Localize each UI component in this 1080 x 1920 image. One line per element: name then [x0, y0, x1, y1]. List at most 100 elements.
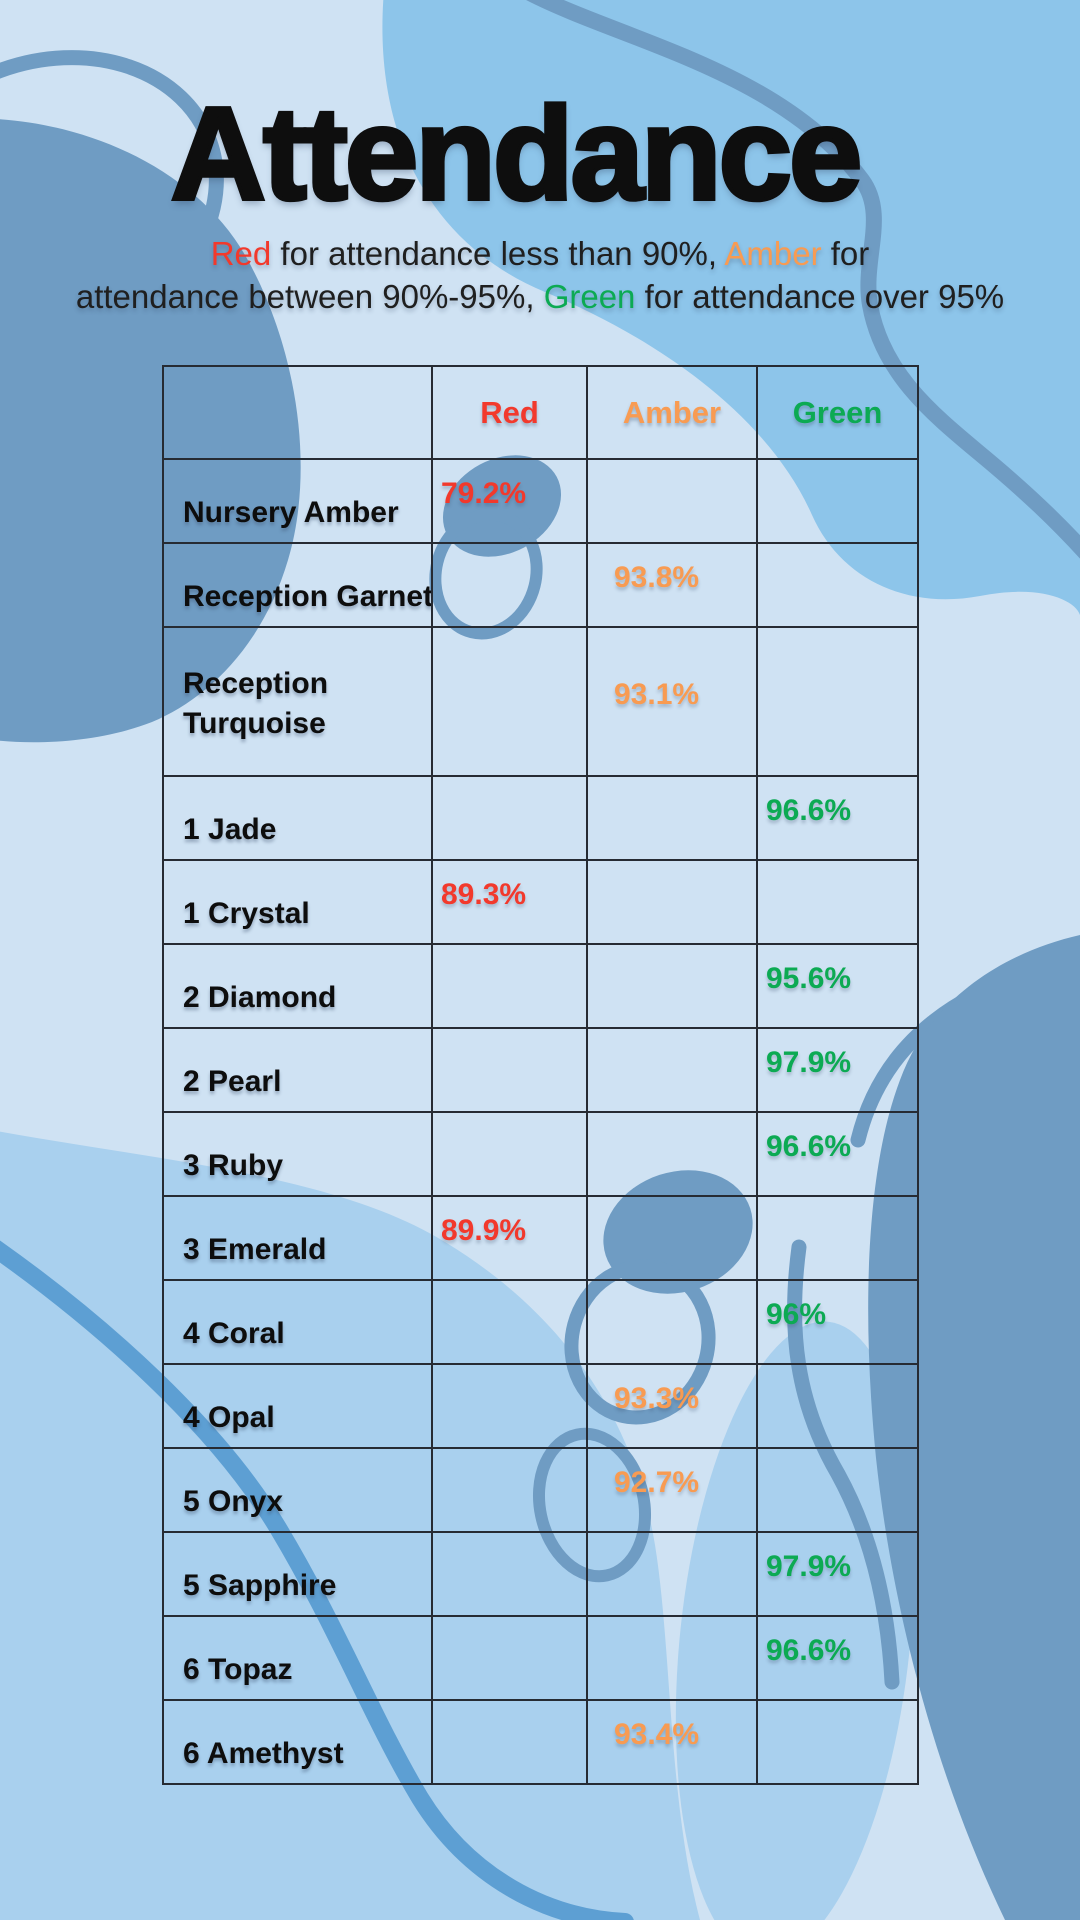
attendance-value: 93.4%: [614, 1718, 700, 1751]
decorative-blob-top-right: [382, 0, 1080, 615]
value-cell-amber: 93.4%: [588, 1701, 758, 1785]
value-cell-green: [758, 1365, 919, 1449]
value-cell-amber: 92.7%: [588, 1449, 758, 1533]
page-title-text: Attendance: [169, 80, 865, 227]
value-cell-green: 96%: [758, 1281, 919, 1365]
value-cell-green: [758, 861, 919, 945]
row-label-cell: 5 Sapphire: [164, 1533, 433, 1617]
decorative-blob-left: [0, 119, 301, 743]
value-cell-amber: [588, 1533, 758, 1617]
value-cell-red: [433, 1617, 588, 1701]
value-cell-green: [758, 628, 919, 777]
row-label-cell: 2 Pearl: [164, 1029, 433, 1113]
attendance-value: 93.3%: [614, 1382, 700, 1415]
value-cell-amber: [588, 1197, 758, 1281]
value-cell-green: [758, 544, 919, 628]
value-cell-green: 97.9%: [758, 1029, 919, 1113]
value-cell-amber: 93.3%: [588, 1365, 758, 1449]
value-cell-red: [433, 945, 588, 1029]
row-label-cell: 5 Onyx: [164, 1449, 433, 1533]
row-label-cell: 1 Crystal: [164, 861, 433, 945]
decorative-squiggle-top: [526, 0, 1080, 559]
row-label-cell: Reception Turquoise: [164, 628, 433, 777]
decorative-blob-right: [868, 935, 1080, 1920]
value-cell-green: 96.6%: [758, 1113, 919, 1197]
row-label-cell: 6 Amethyst: [164, 1701, 433, 1785]
value-cell-red: [433, 1281, 588, 1365]
row-label-cell: 3 Emerald: [164, 1197, 433, 1281]
decorative-blob-bottom-left: [0, 1131, 700, 1920]
value-cell-red: [433, 1365, 588, 1449]
value-cell-red: [433, 1449, 588, 1533]
subtitle-segment: attendance between 90%-95%,: [75, 278, 544, 315]
row-label-cell: 3 Ruby: [164, 1113, 433, 1197]
table-corner-cell: [164, 367, 433, 460]
value-cell-green: 95.6%: [758, 945, 919, 1029]
value-cell-green: [758, 1701, 919, 1785]
value-cell-green: 96.6%: [758, 1617, 919, 1701]
value-cell-amber: [588, 945, 758, 1029]
attendance-value: 93.1%: [614, 677, 700, 711]
value-cell-green: [758, 1449, 919, 1533]
decorative-ellipse-bottom-center: [675, 1321, 915, 1920]
attendance-value: 97.9%: [766, 1046, 852, 1079]
subtitle-segment: for attendance less than 90%,: [271, 235, 725, 272]
value-cell-red: 89.3%: [433, 861, 588, 945]
column-header-green: Green: [758, 367, 919, 460]
attendance-value: 96.6%: [766, 794, 852, 827]
row-label-cell: Reception Garnet: [164, 544, 433, 628]
value-cell-green: [758, 460, 919, 544]
row-label-cell: 6 Topaz: [164, 1617, 433, 1701]
value-cell-red: [433, 544, 588, 628]
subtitle-segment: Green: [543, 278, 636, 315]
value-cell-red: [433, 1533, 588, 1617]
value-cell-amber: [588, 460, 758, 544]
page-title: Attendance: [0, 86, 1080, 222]
value-cell-amber: [588, 861, 758, 945]
attendance-value: 96%: [766, 1298, 827, 1331]
attendance-value: 79.2%: [441, 477, 527, 510]
subtitle-segment: Red: [210, 235, 272, 272]
attendance-value: 96.6%: [766, 1634, 852, 1667]
decorative-squiggle-right: [787, 1239, 900, 1690]
subtitle-segment: Amber: [724, 235, 822, 272]
value-cell-red: 79.2%: [433, 460, 588, 544]
attendance-value: 97.9%: [766, 1550, 852, 1583]
decorative-ring-small: [429, 508, 543, 640]
decorative-ring-center: [564, 1259, 716, 1425]
subtitle-segment: for attendance over 95%: [635, 278, 1005, 315]
value-cell-amber: [588, 1029, 758, 1113]
decorative-ring-lower: [532, 1427, 652, 1583]
value-cell-red: [433, 1029, 588, 1113]
value-cell-red: [433, 777, 588, 861]
value-cell-amber: [588, 1281, 758, 1365]
value-cell-amber: 93.8%: [588, 544, 758, 628]
value-cell-green: 96.6%: [758, 777, 919, 861]
value-cell-green: 97.9%: [758, 1533, 919, 1617]
subtitle-legend: Red for attendance less than 90%, Amber …: [0, 232, 1080, 318]
row-label-cell: 1 Jade: [164, 777, 433, 861]
row-label-cell: 4 Coral: [164, 1281, 433, 1365]
subtitle-segment: for: [821, 235, 870, 272]
value-cell-amber: [588, 1113, 758, 1197]
row-label-cell: Nursery Amber: [164, 460, 433, 544]
value-cell-red: [433, 1701, 588, 1785]
column-header-amber: Amber: [588, 367, 758, 460]
value-cell-red: [433, 628, 588, 777]
attendance-table: Red Amber Green Nursery Amber 79.2% Reception…: [162, 365, 919, 1785]
attendance-value: 96.6%: [766, 1130, 852, 1163]
value-cell-amber: 93.1%: [588, 628, 758, 777]
value-cell-green: [758, 1197, 919, 1281]
row-label-cell: 2 Diamond: [164, 945, 433, 1029]
attendance-value: 95.6%: [766, 962, 852, 995]
attendance-value: 92.7%: [614, 1466, 700, 1499]
attendance-value: 89.9%: [441, 1214, 527, 1247]
attendance-value: 93.8%: [614, 561, 700, 594]
column-header-red: Red: [433, 367, 588, 460]
attendance-value: 89.3%: [441, 878, 527, 911]
decorative-squiggle-bottom-left: [0, 1240, 634, 1920]
value-cell-amber: [588, 1617, 758, 1701]
value-cell-red: 89.9%: [433, 1197, 588, 1281]
